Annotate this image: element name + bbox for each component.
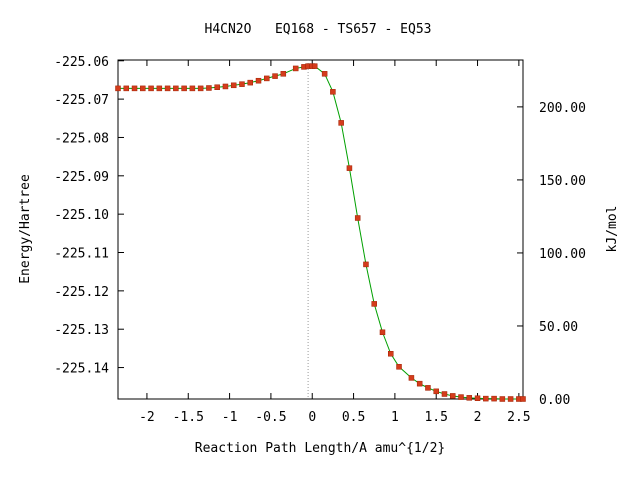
data-point — [197, 85, 204, 92]
data-point — [330, 89, 336, 95]
x-tick-label: 2 — [474, 410, 482, 425]
data-point — [222, 83, 229, 90]
x-tick-label: -2 — [139, 410, 155, 425]
y-axis-label: Energy/Hartree — [18, 174, 33, 284]
data-point — [474, 395, 481, 401]
data-point — [230, 82, 237, 89]
y2-tick-label: 150.00 — [539, 174, 586, 189]
data-point — [499, 396, 506, 402]
plot-frame — [117, 59, 524, 400]
y-tick-label: -225.11 — [54, 247, 109, 262]
data-point — [466, 395, 473, 401]
data-point — [311, 63, 318, 69]
energy-curve — [118, 65, 523, 400]
data-point — [264, 75, 270, 82]
y2-tick-label: 200.00 — [539, 101, 586, 116]
data-point — [131, 85, 138, 92]
data-point — [441, 391, 448, 397]
data-point — [458, 394, 464, 400]
x-tick-label: -1.5 — [173, 410, 204, 425]
y-tick-label: -225.13 — [54, 323, 109, 338]
y-tick-label: -225.08 — [54, 131, 109, 146]
x-tick-label: 0.5 — [342, 410, 365, 425]
y-tick-label: -225.12 — [54, 285, 109, 300]
data-point — [272, 73, 278, 79]
y2-tick-label: 50.00 — [539, 320, 578, 335]
x-tick-label: 1.5 — [424, 410, 447, 425]
y2-tick-label: 100.00 — [539, 247, 586, 262]
data-point — [140, 85, 146, 92]
data-point — [338, 120, 344, 126]
data-point — [181, 85, 187, 92]
data-point — [388, 351, 394, 357]
data-point — [379, 329, 386, 336]
data-point — [214, 84, 220, 90]
data-point — [189, 85, 196, 92]
data-point — [425, 385, 431, 391]
data-point — [408, 375, 415, 381]
data-point — [416, 380, 423, 387]
data-point — [363, 261, 369, 268]
data-point — [354, 215, 361, 221]
y2-tick-label: 0.00 — [539, 393, 570, 408]
data-point — [292, 65, 299, 72]
data-point — [239, 81, 245, 87]
x-tick-label: -1 — [222, 410, 238, 425]
data-point — [491, 395, 497, 402]
data-point — [371, 301, 377, 307]
y2-axis-label: kJ/mol — [605, 206, 620, 253]
data-point — [433, 388, 439, 395]
x-tick-label: 1 — [391, 410, 399, 425]
y-tick-label: -225.14 — [54, 362, 109, 377]
data-point — [173, 85, 179, 92]
data-point — [115, 85, 121, 92]
y-tick-label: -225.07 — [54, 93, 109, 108]
chart-title: H4CN2O EQ168 - TS657 - EQ53 — [205, 22, 432, 37]
data-point — [346, 165, 353, 171]
data-point — [164, 85, 171, 92]
data-point — [280, 71, 287, 77]
y-tick-label: -225.06 — [54, 55, 109, 70]
x-tick-label: -0.5 — [255, 410, 286, 425]
x-tick-label: 0 — [308, 410, 316, 425]
data-point — [520, 396, 526, 402]
y-tick-label: -225.09 — [54, 170, 109, 185]
x-axis-label: Reaction Path Length/A amu^{1/2} — [195, 441, 445, 456]
data-point — [483, 395, 489, 402]
data-point — [507, 396, 514, 402]
data-point — [148, 85, 154, 92]
y-tick-label: -225.10 — [54, 208, 109, 223]
data-point — [449, 393, 456, 399]
data-point — [206, 85, 212, 91]
data-point — [123, 85, 130, 92]
data-point — [247, 79, 253, 86]
data-point — [321, 71, 328, 77]
x-tick-label: 2.5 — [507, 410, 530, 425]
data-point — [396, 364, 402, 370]
data-point — [156, 85, 163, 92]
data-point — [255, 77, 262, 84]
